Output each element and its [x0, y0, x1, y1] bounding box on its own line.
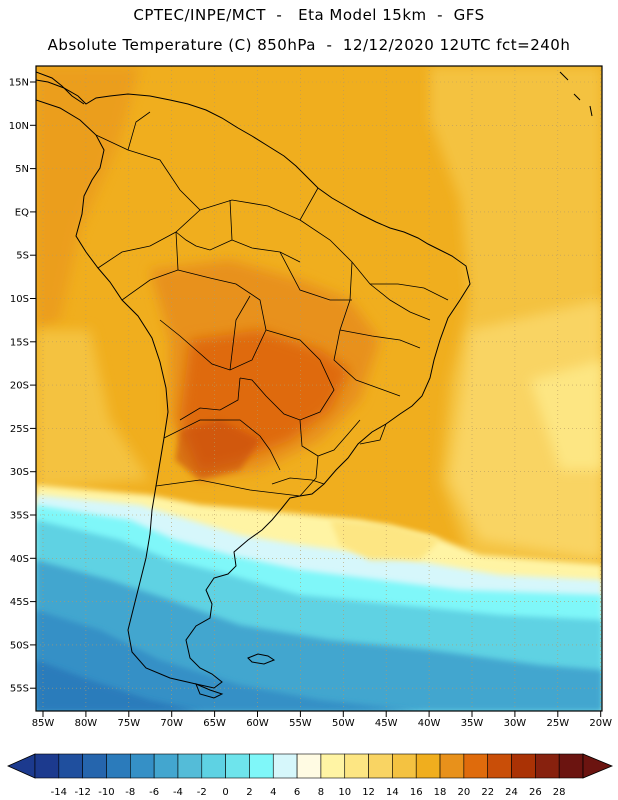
colorbar-label: 16 — [410, 787, 423, 798]
colorbar-label: 8 — [318, 787, 324, 798]
colorbar-label: 6 — [294, 787, 300, 798]
lon-label: 60W — [246, 718, 269, 729]
lat-label: 25S — [10, 424, 29, 435]
colorbar: -14 -12 -10 -8 -6 -4 -2 0 2 4 6 8 10 12 14 16 18 20 22 24 26… — [7, 753, 614, 798]
colorbar-label: 20 — [458, 787, 471, 798]
colorbar-label: 12 — [362, 787, 375, 798]
colorbar-swatch — [82, 753, 107, 779]
colorbar-label: 2 — [246, 787, 252, 798]
lon-label: 85W — [32, 718, 55, 729]
colorbar-label: 10 — [338, 787, 351, 798]
colorbar-label: 28 — [553, 787, 566, 798]
temperature-field — [36, 66, 602, 711]
colorbar-swatch — [392, 753, 417, 779]
colorbar-label: -2 — [197, 787, 207, 798]
country-borders — [95, 111, 449, 497]
colorbar-swatch — [130, 753, 155, 779]
lat-label: 45S — [10, 597, 29, 608]
colorbar-swatch — [201, 753, 226, 779]
lon-label: 30W — [504, 718, 527, 729]
lat-label: 40S — [10, 554, 29, 565]
colorbar-label: 4 — [270, 787, 276, 798]
colorbar-label: 18 — [434, 787, 447, 798]
colorbar-swatch — [177, 753, 203, 779]
longitude-axis: 85W 80W 75W 70W 65W 60W 55W 50W 45W 40W 35W 30W 25W 2… — [32, 711, 612, 729]
colorbar-label: -6 — [149, 787, 159, 798]
colorbar-swatch — [320, 753, 346, 779]
colorbar-swatch — [225, 753, 250, 779]
latitude-axis: 15N 10N 5N EQ 5S 10S 15S 20S 25S 30S 35S 40S 45S 50S 5… — [9, 78, 36, 695]
colorbar-label: -14 — [51, 787, 67, 798]
lon-label: 35W — [461, 718, 484, 729]
colorbar-swatch — [463, 753, 488, 779]
lat-label: 20S — [10, 381, 29, 392]
lat-label: 15N — [9, 78, 29, 89]
colorbar-label: 24 — [505, 787, 518, 798]
colorbar-swatch — [153, 753, 179, 779]
colorbar-swatch — [415, 753, 441, 779]
colorbar-label: 0 — [222, 787, 228, 798]
lat-label: 30S — [10, 467, 29, 478]
colorbar-swatch — [511, 753, 536, 779]
map-subtitle: Absolute Temperature (C) 850hPa - 12/12/… — [47, 36, 571, 54]
colorbar-swatch — [439, 753, 465, 779]
coastline — [36, 71, 593, 699]
lon-label: 40W — [418, 718, 441, 729]
colorbar-label: -4 — [173, 787, 183, 798]
colorbar-min-arrow — [7, 753, 36, 779]
colorbar-swatch — [368, 753, 393, 779]
colorbar-swatch — [558, 753, 584, 779]
lat-label: 50S — [10, 640, 29, 651]
lat-label: 55S — [10, 684, 29, 695]
colorbar-swatch — [249, 753, 274, 779]
lon-label: 65W — [203, 718, 226, 729]
colorbar-label: 22 — [481, 787, 494, 798]
lat-label: EQ — [15, 207, 29, 218]
colorbar-label: -10 — [98, 787, 114, 798]
lon-label: 25W — [546, 718, 569, 729]
lon-label: 50W — [332, 718, 355, 729]
lon-label: 20W — [589, 718, 612, 729]
colorbar-label: 14 — [386, 787, 399, 798]
lat-label: 10S — [10, 294, 29, 305]
colorbar-swatch — [344, 753, 369, 779]
lon-label: 55W — [289, 718, 312, 729]
colorbar-swatch — [487, 753, 512, 779]
lat-label: 5S — [16, 251, 29, 262]
map-frame — [35, 65, 603, 712]
colorbar-swatch — [58, 753, 83, 779]
lat-label: 5N — [15, 164, 29, 175]
colorbar-label: 26 — [529, 787, 542, 798]
lat-label: 15S — [10, 337, 29, 348]
colorbar-max-arrow — [582, 753, 614, 779]
colorbar-swatch — [296, 753, 322, 779]
lon-label: 75W — [117, 718, 140, 729]
lon-label: 80W — [75, 718, 98, 729]
colorbar-swatch — [535, 753, 560, 779]
colorbar-swatch — [34, 753, 60, 779]
colorbar-label: -12 — [74, 787, 90, 798]
map-title: CPTEC/INPE/MCT - Eta Model 15km - GFS — [133, 6, 485, 24]
colorbar-label: -8 — [125, 787, 135, 798]
lon-label: 70W — [160, 718, 183, 729]
lat-label: 10N — [9, 121, 29, 132]
lon-label: 45W — [375, 718, 398, 729]
colorbar-swatch — [272, 753, 298, 779]
colorbar-swatch — [106, 753, 131, 779]
lat-label: 35S — [10, 511, 29, 522]
